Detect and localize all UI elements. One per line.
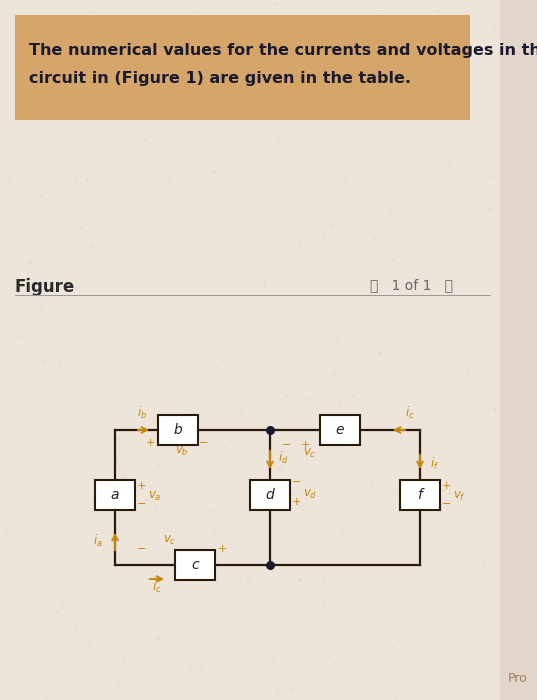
Bar — [320, 415, 360, 445]
Text: +: + — [137, 481, 147, 491]
Text: $i_f$: $i_f$ — [430, 456, 439, 472]
Text: +: + — [442, 481, 452, 491]
Text: circuit in (Figure 1) are given in the table.: circuit in (Figure 1) are given in the t… — [29, 71, 411, 85]
Text: $v_c$: $v_c$ — [303, 447, 317, 460]
Bar — [175, 550, 215, 580]
Text: −: − — [199, 438, 208, 448]
Text: e: e — [336, 423, 344, 437]
Text: $i_c$: $i_c$ — [405, 405, 415, 421]
Text: $i_d$: $i_d$ — [278, 450, 288, 466]
Text: f: f — [418, 488, 423, 502]
Text: $i_c$: $i_c$ — [152, 579, 162, 595]
Text: $v_a$: $v_a$ — [148, 490, 162, 503]
Bar — [400, 480, 440, 510]
Text: −: − — [442, 499, 452, 509]
Bar — [250, 480, 290, 510]
Bar — [158, 415, 198, 445]
Text: $v_c$: $v_c$ — [163, 534, 177, 547]
Bar — [95, 480, 135, 510]
Text: $v_f$: $v_f$ — [453, 490, 466, 503]
Text: d: d — [266, 488, 274, 502]
Text: +: + — [146, 438, 155, 448]
Text: $v_d$: $v_d$ — [303, 488, 317, 501]
Text: $i_b$: $i_b$ — [137, 405, 147, 421]
Text: Figure: Figure — [15, 278, 75, 296]
Text: −: − — [137, 499, 147, 509]
Text: $i_a$: $i_a$ — [93, 533, 103, 549]
Text: −: − — [137, 544, 147, 554]
Bar — [500, 0, 537, 700]
Text: c: c — [191, 558, 199, 572]
Text: +: + — [292, 497, 301, 507]
Text: −: − — [282, 440, 292, 450]
Text: b: b — [173, 423, 183, 437]
Text: a: a — [111, 488, 119, 502]
Text: 〈   1 of 1   〉: 〈 1 of 1 〉 — [370, 278, 453, 292]
Text: Pro: Pro — [508, 672, 528, 685]
Text: −: − — [292, 477, 301, 487]
Text: $v_b$: $v_b$ — [175, 445, 189, 458]
Text: +: + — [218, 544, 227, 554]
Text: The numerical values for the currents and voltages in the: The numerical values for the currents an… — [29, 43, 537, 57]
Text: +: + — [301, 440, 310, 450]
Bar — [15, 15, 470, 120]
